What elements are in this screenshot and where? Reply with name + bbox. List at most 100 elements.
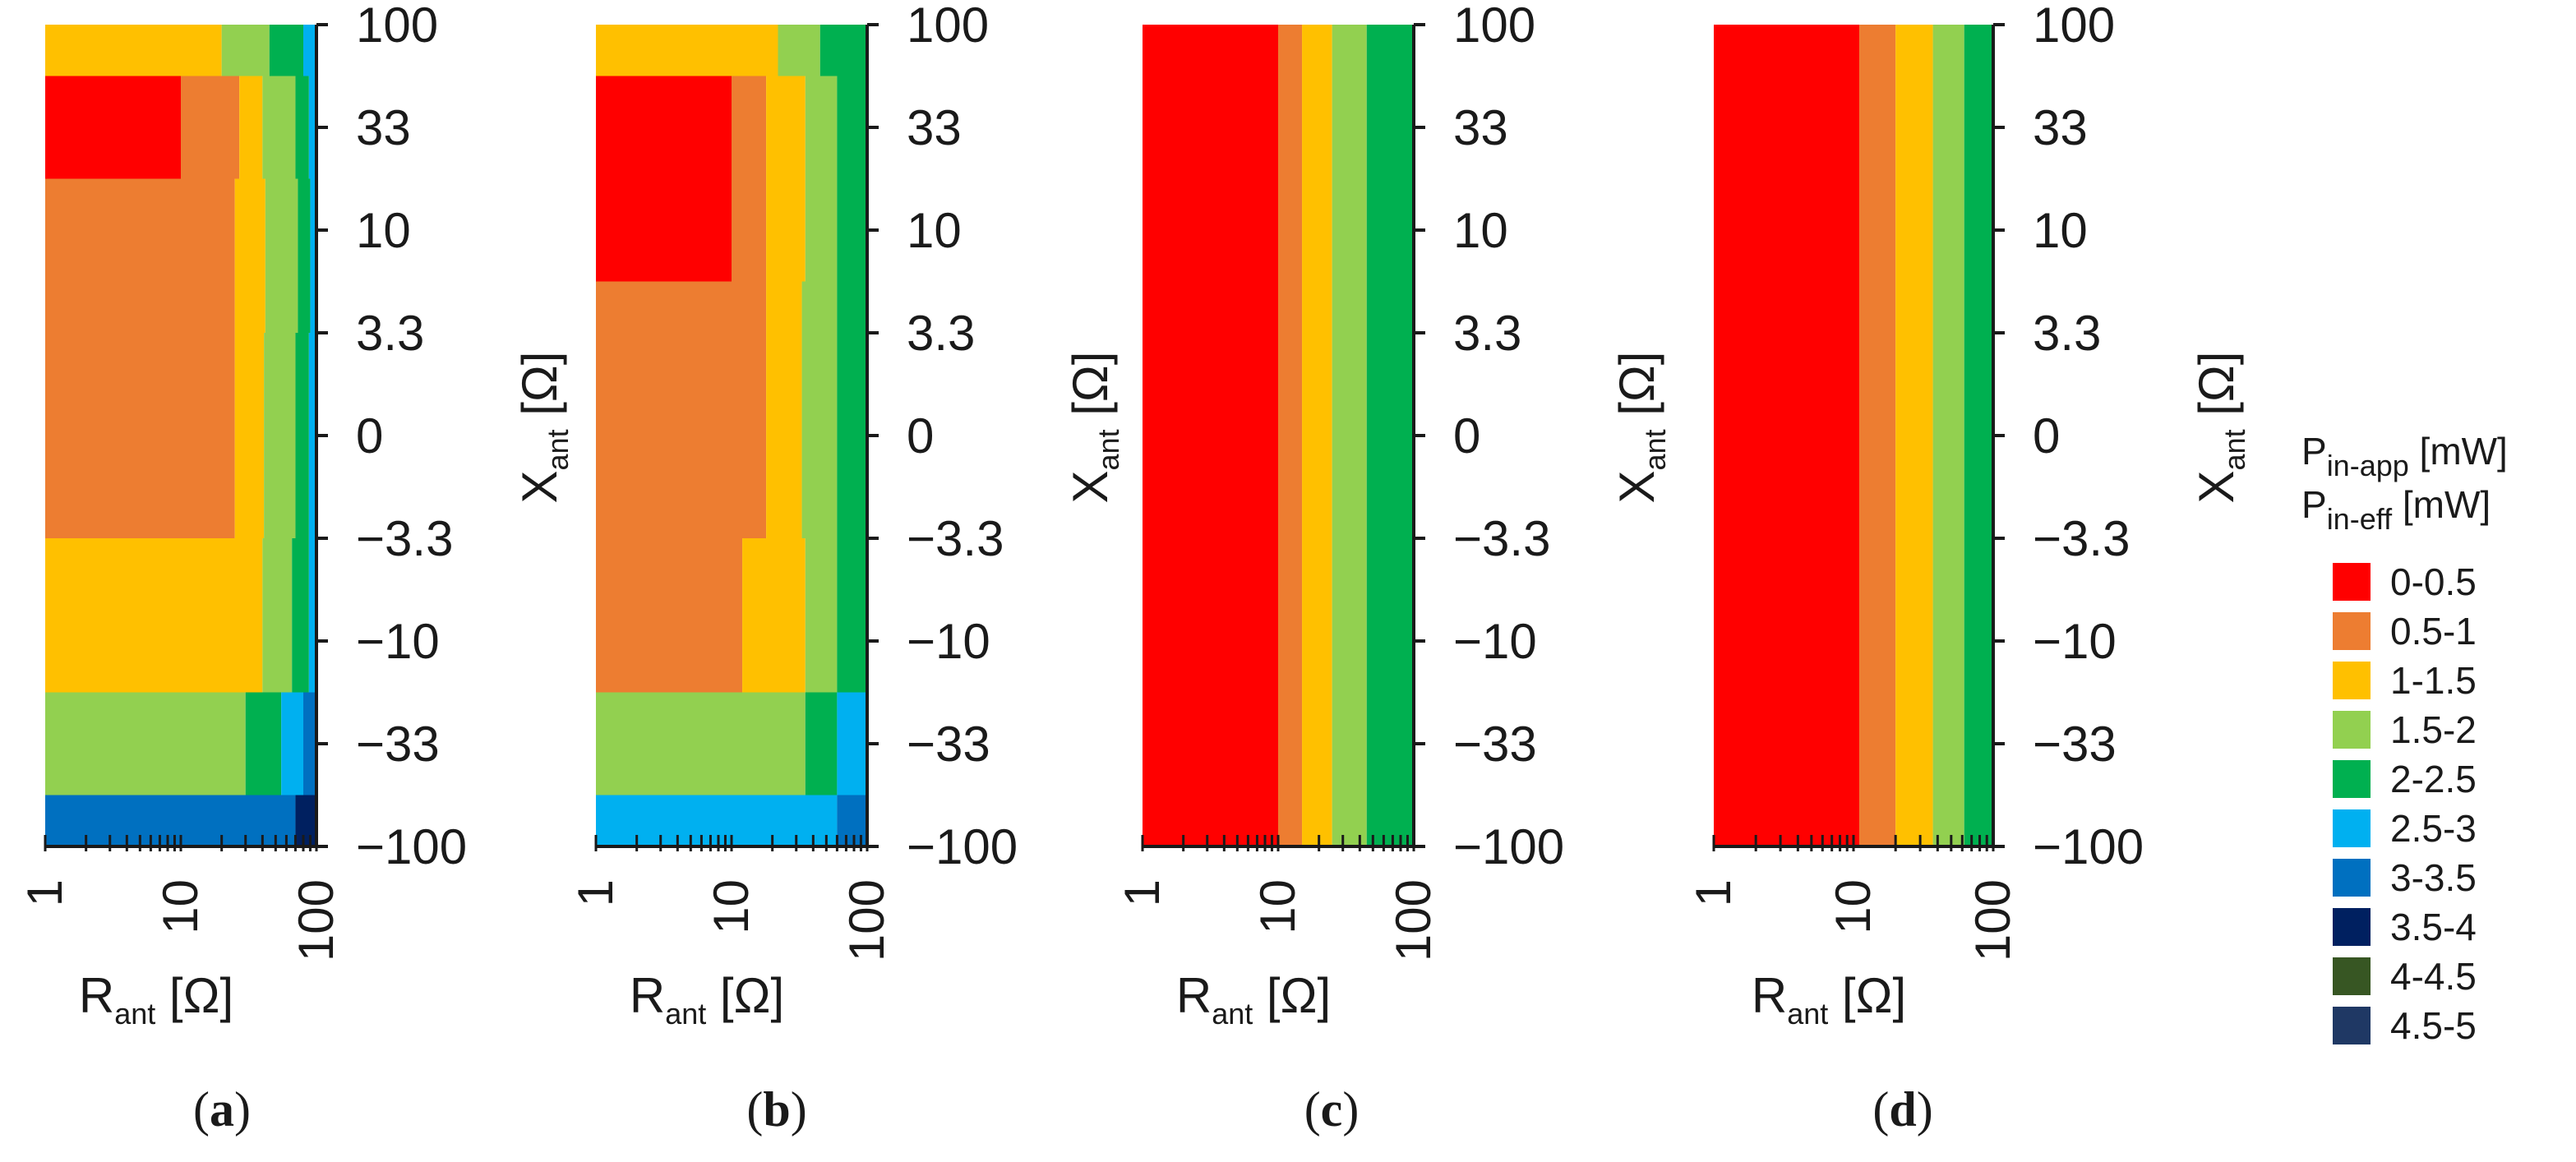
heat-cell-0.5-1 (732, 76, 767, 282)
heat-cell-3-3.5 (45, 795, 296, 846)
caption-open: ( (746, 1082, 763, 1137)
legend-swatch (2333, 711, 2371, 749)
heat-cell-2.5-3 (281, 692, 304, 795)
heat-cell-2-2.5 (819, 25, 867, 76)
heat-cell-2.5-3 (596, 795, 838, 846)
x-axis-label-sub: ant (1212, 997, 1253, 1031)
y-tick-label: 3.3 (356, 306, 424, 361)
heat-cell-3.5-4 (295, 795, 316, 846)
y-axis-label-sub: ant (1638, 429, 1672, 470)
y-tick-label: −3.3 (356, 511, 453, 566)
x-tick-label: 100 (1386, 879, 1441, 961)
y-tick-label: −33 (907, 717, 990, 772)
y-tick-label: 10 (1453, 203, 1508, 258)
heat-cell-0.5-1 (181, 76, 240, 179)
y-tick-label: 33 (907, 100, 962, 155)
legend-swatch (2333, 809, 2371, 847)
y-axis-label-unit: [Ω] (2189, 352, 2244, 430)
legend-item-label: 4-4.5 (2390, 955, 2477, 998)
legend-item-label: 3-3.5 (2390, 856, 2477, 899)
y-axis-label-main: X (1609, 470, 1664, 503)
y-tick-label: 0 (2033, 408, 2060, 463)
heat-cell-0-0.5 (596, 76, 732, 282)
y-tick-label: 100 (1453, 0, 1535, 53)
x-tick-label: 100 (839, 879, 894, 961)
y-tick-label: 33 (1453, 100, 1508, 155)
y-tick-label: −10 (2033, 614, 2117, 669)
x-axis-label-unit: [Ω] (155, 968, 233, 1023)
heat-cell-1.5-2 (221, 25, 270, 76)
heat-cell-1-1.5 (45, 538, 263, 693)
y-axis-label-sub: ant (1092, 429, 1125, 470)
y-tick-label: −3.3 (2033, 511, 2130, 566)
heat-cell-1.5-2 (596, 692, 806, 795)
legend-item-label: 4.5-5 (2390, 1004, 2477, 1047)
heat-band-1-1.5 (1895, 25, 1933, 846)
y-axis-label-sub: ant (541, 429, 575, 470)
caption-close: ) (1917, 1082, 1933, 1137)
panel-caption: (d) (1872, 1082, 1932, 1137)
heat-band-1.5-2 (1332, 25, 1367, 846)
x-axis-label: Rant [Ω] (1176, 968, 1331, 1031)
heat-cell-2-2.5 (805, 692, 838, 795)
y-tick-label: −33 (1453, 717, 1537, 772)
heat-cell-1-1.5 (766, 281, 802, 538)
legend-item-label: 2-2.5 (2390, 758, 2477, 800)
y-tick-label: 0 (907, 408, 934, 463)
x-tick-label: 1 (1115, 879, 1170, 906)
heat-cell-1-1.5 (234, 333, 265, 538)
heat-cell-0.5-1 (596, 281, 767, 538)
y-tick-label: 0 (356, 408, 383, 463)
legend-item-label: 1-1.5 (2390, 659, 2477, 702)
y-axis-label-main: X (512, 470, 567, 503)
y-tick-label: 3.3 (907, 306, 975, 361)
heat-cell-2-2.5 (295, 76, 309, 179)
heat-cell-2.5-3 (837, 692, 867, 795)
heat-band-2-2.5 (1366, 25, 1414, 846)
heat-cell-2.5-3 (308, 538, 316, 693)
heat-cell-1.5-2 (801, 281, 838, 538)
y-tick-label: −33 (2033, 717, 2117, 772)
x-tick-label: 10 (704, 879, 759, 934)
heat-cell-0.5-1 (596, 538, 743, 693)
legend-title-line2-sub: in-eff (2327, 502, 2393, 536)
heat-band-0.5-1 (1859, 25, 1896, 846)
heat-cell-1-1.5 (239, 76, 263, 179)
heat-cell-2-2.5 (837, 76, 867, 282)
y-tick-label: −10 (1453, 614, 1537, 669)
y-axis-label: Xant [Ω] (512, 352, 575, 504)
heat-band-2-2.5 (1964, 25, 1993, 846)
heat-cell-2.5-3 (308, 76, 316, 179)
legend-item-label: 3.5-4 (2390, 906, 2477, 948)
plot-area (596, 25, 867, 846)
caption-close: ) (1342, 1082, 1359, 1137)
panel-caption: (c) (1304, 1082, 1360, 1137)
plot-area (1714, 25, 1993, 846)
y-tick-label: −100 (1453, 819, 1564, 874)
x-axis-label-main: R (630, 968, 665, 1023)
legend-item-label: 1.5-2 (2390, 708, 2477, 751)
caption-open: ( (193, 1082, 210, 1137)
heat-cell-1.5-2 (805, 76, 838, 282)
caption-open: ( (1872, 1082, 1889, 1137)
x-axis-label-main: R (1176, 968, 1212, 1023)
caption-close: ) (234, 1082, 251, 1137)
y-axis-label-unit: [Ω] (1609, 352, 1664, 430)
heat-cell-1-1.5 (596, 25, 778, 76)
heat-cell-2-2.5 (837, 281, 867, 538)
legend-swatch (2333, 908, 2371, 946)
y-axis-label-sub: ant (2218, 429, 2251, 470)
heat-cell-2-2.5 (292, 538, 309, 693)
x-axis-label-sub: ant (114, 997, 155, 1031)
legend-swatch (2333, 859, 2371, 897)
heat-cell-2-2.5 (269, 25, 304, 76)
x-tick-label: 100 (1965, 879, 2020, 961)
heat-cell-1.5-2 (805, 538, 838, 693)
y-tick-label: −100 (356, 819, 467, 874)
y-tick-label: 33 (356, 100, 411, 155)
heat-band-0.5-1 (1278, 25, 1303, 846)
legend-title-line1-unit: [mW] (2409, 430, 2508, 473)
